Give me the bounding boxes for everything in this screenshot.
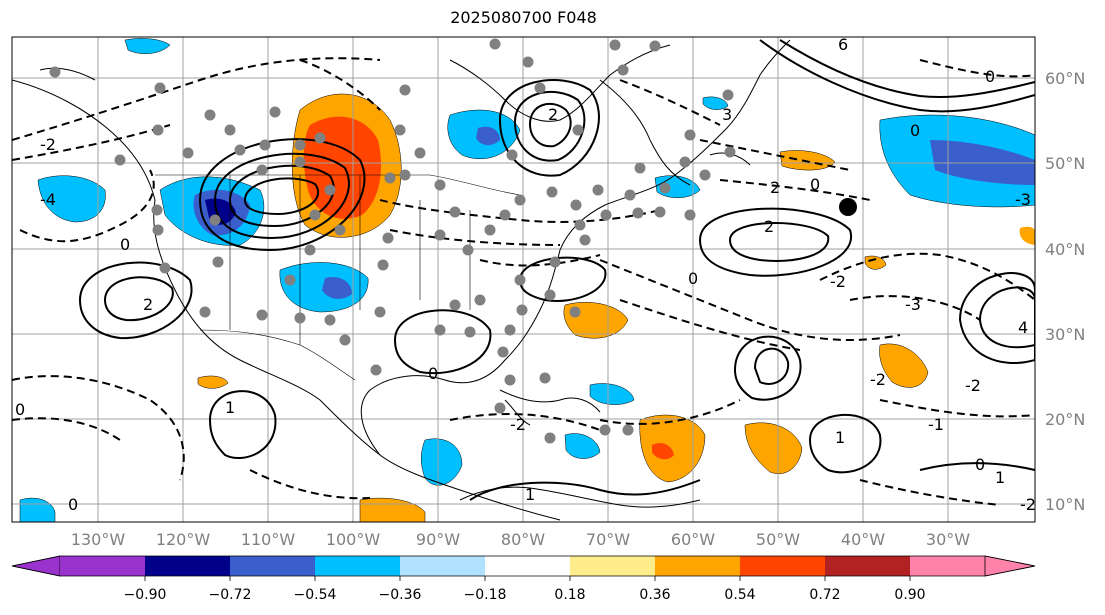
contour-label: -4 bbox=[40, 190, 56, 209]
colorbar-tick-label: −0.90 bbox=[124, 587, 167, 603]
colorbar-tick-label: 0.54 bbox=[724, 587, 755, 603]
lon-tick-label: 110°W bbox=[241, 530, 296, 549]
lat-tick-label: 20°N bbox=[1045, 410, 1085, 429]
colorbar-bin bbox=[230, 556, 315, 576]
contour-label: 1 bbox=[835, 428, 845, 447]
contour-label: 6 bbox=[838, 35, 848, 54]
contour-labels: 2 2 2 -3 3 -2 -2 -1 0 1 1 -2 1 1 0 0 0 0… bbox=[15, 35, 1036, 514]
colorbar-tick-label: −0.54 bbox=[294, 587, 337, 603]
contour-label: 0 bbox=[120, 235, 130, 254]
lon-tick-label: 50°W bbox=[756, 530, 800, 549]
contour-label: 0 bbox=[15, 400, 25, 419]
map-frame bbox=[11, 36, 1036, 523]
lon-tick-labels: 130°W 120°W 110°W 100°W 90°W 80°W 70°W 6… bbox=[71, 530, 970, 549]
lon-tick-label: 90°W bbox=[416, 530, 460, 549]
contour-label: 0 bbox=[910, 121, 920, 140]
lon-tick-label: 100°W bbox=[326, 530, 381, 549]
contour-label: -2 bbox=[830, 272, 846, 291]
contour-label: -3 bbox=[1015, 190, 1031, 209]
colorbar-tick-label: 0.18 bbox=[554, 587, 585, 603]
storm-center-dot bbox=[839, 198, 857, 216]
colorbar: −0.90 −0.72 −0.54 −0.36 −0.18 0.18 0.36 … bbox=[11, 555, 1036, 603]
contour-label: -3 bbox=[905, 295, 921, 314]
colorbar-bin bbox=[910, 556, 985, 576]
colorbar-tick-label: 0.90 bbox=[894, 587, 925, 603]
contour-label: 3 bbox=[722, 105, 732, 124]
contour-label: 0 bbox=[810, 175, 820, 194]
colorbar-bin bbox=[655, 556, 740, 576]
lon-tick-label: 40°W bbox=[841, 530, 885, 549]
contour-label: 2 bbox=[143, 295, 153, 314]
contour-label: -2 bbox=[510, 415, 526, 434]
lon-tick-label: 60°W bbox=[671, 530, 715, 549]
contour-label: -2 bbox=[1020, 495, 1036, 514]
contour-label: 1 bbox=[225, 398, 235, 417]
observation-points bbox=[49, 38, 736, 444]
colorbar-tick-label: 0.72 bbox=[809, 587, 840, 603]
colorbar-tick-label: −0.36 bbox=[379, 587, 422, 603]
map-title: 2025080700 F048 bbox=[450, 8, 597, 27]
contour-label: 0 bbox=[68, 495, 78, 514]
colorbar-tick-label: −0.18 bbox=[464, 587, 507, 603]
lon-tick-label: 70°W bbox=[586, 530, 630, 549]
colorbar-bin bbox=[740, 556, 825, 576]
contour-label: -2 bbox=[870, 370, 886, 389]
colorbar-bin bbox=[485, 556, 570, 576]
contour-label: 0 bbox=[975, 455, 985, 474]
contour-label: 0 bbox=[688, 269, 698, 288]
colorbar-tick-label: 0.36 bbox=[639, 587, 670, 603]
lat-tick-label: 30°N bbox=[1045, 325, 1085, 344]
contour-label: 2 bbox=[764, 217, 774, 236]
colorbar-extend-low bbox=[11, 555, 61, 577]
lat-tick-label: 60°N bbox=[1045, 69, 1085, 88]
contour-label: 2 bbox=[770, 178, 780, 197]
lat-tick-label: 40°N bbox=[1045, 240, 1085, 259]
contour-label: 4 bbox=[1018, 318, 1028, 337]
contour-label: -2 bbox=[40, 135, 56, 154]
contour-label: 1 bbox=[525, 485, 535, 504]
colorbar-bin bbox=[315, 556, 400, 576]
contour-label: 0 bbox=[428, 364, 438, 383]
contour-label: 0 bbox=[985, 67, 995, 86]
contour-label: 2 bbox=[548, 105, 558, 124]
colorbar-extend-high bbox=[984, 555, 1036, 577]
lat-lon-grid bbox=[12, 37, 1035, 522]
colorbar-tick-label: −0.72 bbox=[209, 587, 252, 603]
contour-lines-dashed bbox=[12, 57, 1035, 506]
colorbar-bin bbox=[145, 556, 230, 576]
colorbar-bin bbox=[825, 556, 910, 576]
lat-tick-label: 50°N bbox=[1045, 154, 1085, 173]
lat-tick-label: 10°N bbox=[1045, 495, 1085, 514]
colorbar-bin bbox=[60, 556, 145, 576]
contour-label: 1 bbox=[995, 468, 1005, 487]
colorbar-bin bbox=[570, 556, 655, 576]
lon-tick-label: 30°W bbox=[926, 530, 970, 549]
contour-label: -2 bbox=[965, 376, 981, 395]
contour-label: -1 bbox=[928, 415, 944, 434]
colorbar-bin bbox=[400, 556, 485, 576]
map-area: 2 2 2 -3 3 -2 -2 -1 0 1 1 -2 1 1 0 0 0 0… bbox=[12, 35, 1036, 522]
lat-tick-labels: 60°N 50°N 40°N 30°N 20°N 10°N bbox=[1045, 69, 1085, 514]
lon-tick-label: 80°W bbox=[501, 530, 545, 549]
contour-lines bbox=[78, 39, 1035, 501]
lon-tick-label: 130°W bbox=[71, 530, 126, 549]
lon-tick-label: 120°W bbox=[156, 530, 211, 549]
